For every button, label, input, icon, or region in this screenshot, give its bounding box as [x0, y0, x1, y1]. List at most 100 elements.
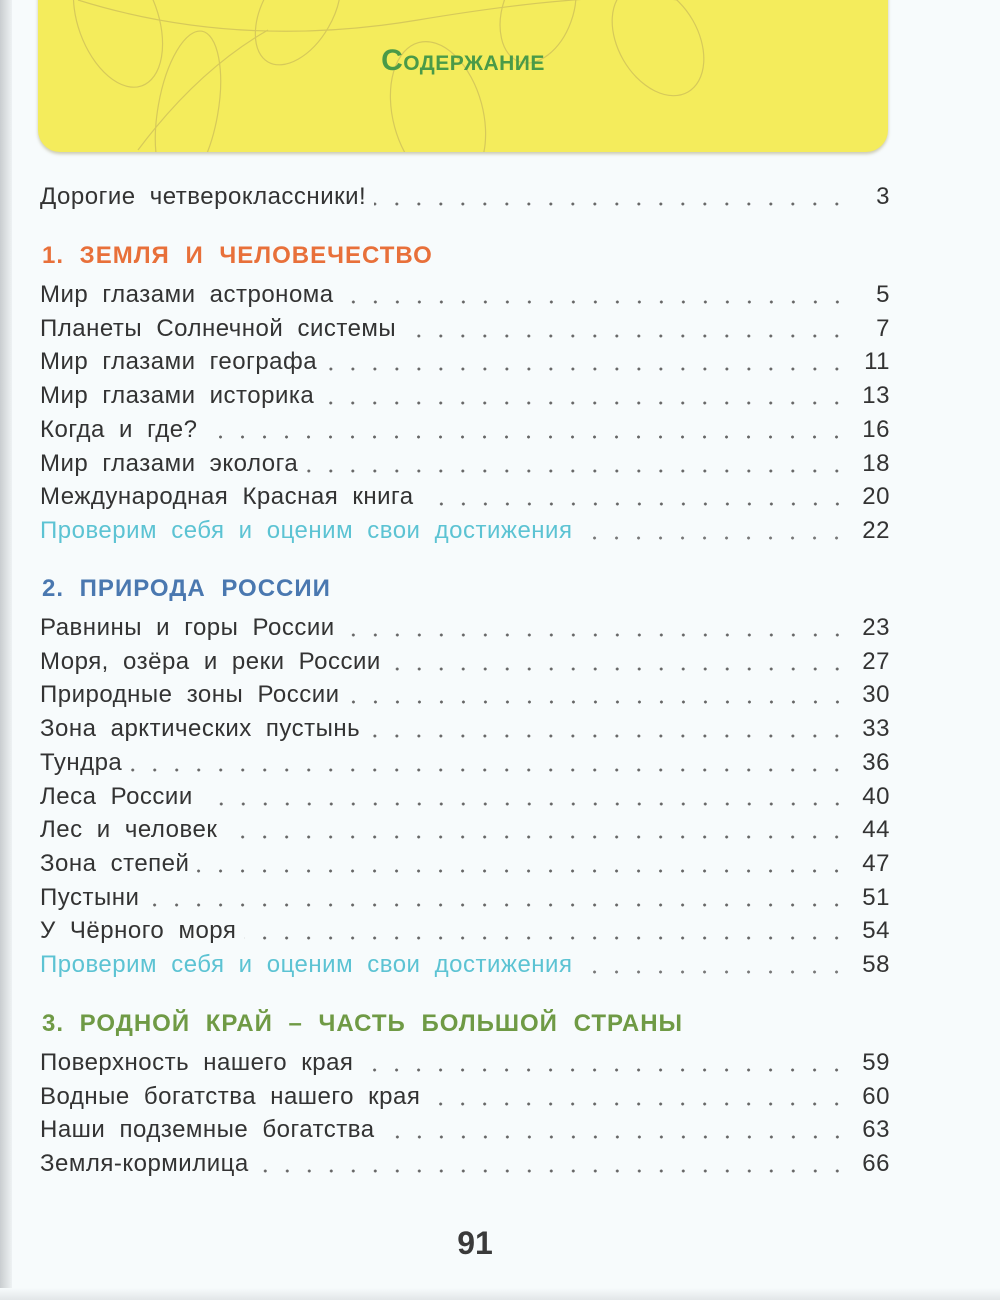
entry-page: 36	[862, 748, 890, 776]
entry-label: Когда и где?	[40, 415, 198, 443]
toc-entry[interactable]: Планеты Солнечной системы 7	[40, 315, 890, 345]
entry-page: 58	[862, 951, 890, 978]
toc-entry[interactable]: Наши подземные богатства 63	[40, 1116, 890, 1146]
entry-label: Мир глазами эколога	[40, 449, 299, 477]
entry-label: Мир глазами историка	[40, 382, 315, 410]
dot-leader	[388, 665, 848, 672]
entry-label: Лес и человек	[40, 816, 218, 844]
dot-leader	[580, 534, 848, 541]
toc-entry-self-check[interactable]: Проверим себя и оценим свои достижения 22	[40, 517, 890, 547]
dot-leader	[368, 733, 848, 740]
dot-leader	[205, 433, 848, 440]
entry-page: 59	[862, 1049, 890, 1076]
section-heading[interactable]: 2. ПРИРОДА РОССИИ	[42, 575, 331, 602]
dot-leader	[580, 969, 848, 975]
dot-leader	[341, 299, 848, 305]
entry-page: 3	[876, 183, 890, 210]
dot-leader	[306, 467, 848, 474]
dot-leader	[130, 766, 848, 773]
entry-label: Мир глазами географа	[40, 348, 318, 376]
entry-label: У Чёрного моря	[40, 917, 237, 945]
entry-label: Проверим себя и оценим свои достижения	[40, 516, 573, 544]
toc-entry[interactable]: Зона арктических пустынь 33	[40, 715, 890, 745]
toc-entry[interactable]: Лес и человек 44	[40, 816, 890, 846]
toc-entry[interactable]: Международная Красная книга 20	[40, 483, 890, 513]
entry-page: 54	[862, 917, 890, 945]
entry-page: 27	[862, 647, 890, 675]
entry-label: Моря, озёра и реки России	[40, 647, 381, 675]
entry-page: 22	[862, 516, 890, 544]
entry-label: Зона арктических пустынь	[40, 715, 361, 743]
dot-leader	[361, 1067, 848, 1073]
dot-leader	[325, 366, 848, 373]
entry-page: 11	[864, 348, 890, 376]
entry-label: Мир глазами астронома	[40, 281, 334, 308]
entry-page: 18	[862, 449, 890, 477]
dot-leader	[382, 1134, 848, 1141]
entry-label: Зона степей	[40, 849, 190, 877]
entry-page: 40	[862, 782, 890, 810]
entry-label: Поверхность нашего края	[40, 1049, 354, 1076]
entry-page: 47	[862, 849, 890, 877]
entry-page: 66	[862, 1150, 890, 1178]
toc-entry-intro[interactable]: Дорогие четвероклассники! 3	[40, 183, 890, 213]
entry-label: Леса России	[40, 782, 193, 810]
toc-entry[interactable]: Зона степей 47	[40, 850, 890, 880]
entry-page: 33	[862, 715, 890, 743]
toc-entry[interactable]: Природные зоны России 30	[40, 681, 890, 711]
entry-page: 13	[862, 382, 890, 410]
entry-label: Природные зоны России	[40, 681, 340, 709]
entry-page: 63	[862, 1116, 890, 1144]
entry-page: 7	[876, 314, 890, 342]
dot-leader	[147, 901, 848, 908]
entry-label: Земля-кормилица	[40, 1150, 249, 1178]
toc-entry[interactable]: У Чёрного моря 54	[40, 917, 890, 947]
toc-entry[interactable]: Моря, озёра и реки России 27	[40, 648, 890, 678]
toc-entry[interactable]: Леса России 40	[40, 783, 890, 813]
toc-entry[interactable]: Земля-кормилица 66	[40, 1150, 890, 1180]
section-heading[interactable]: 1. ЗЕМЛЯ И ЧЕЛОВЕЧЕСТВО	[42, 242, 433, 269]
page-binding-edge	[0, 0, 12, 1300]
toc-entry-self-check[interactable]: Проверим себя и оценим свои достижения 58	[40, 951, 890, 981]
toc-entry[interactable]: Тундра 36	[40, 749, 890, 779]
toc-entry[interactable]: Равнины и горы России 23	[40, 614, 890, 644]
section-heading[interactable]: 3. РОДНОЙ КРАЙ – ЧАСТЬ БОЛЬШОЙ СТРАНЫ	[42, 1010, 684, 1037]
toc-entry[interactable]: Мир глазами географа 11	[40, 348, 890, 378]
dot-leader	[421, 501, 848, 508]
toc-entry[interactable]: Мир глазами эколога 18	[40, 450, 890, 480]
entry-page: 5	[876, 281, 890, 308]
toc-entry[interactable]: Мир глазами астронома 5	[40, 281, 890, 311]
toc-entry[interactable]: Пустыни 51	[40, 884, 890, 914]
entry-label: Дорогие четвероклассники!	[40, 183, 367, 210]
dot-leader	[404, 332, 848, 339]
title-banner: Содержание	[38, 0, 888, 152]
entry-page: 16	[862, 415, 890, 443]
dot-leader	[200, 800, 848, 807]
toc-entry[interactable]: Поверхность нашего края 59	[40, 1049, 890, 1079]
dot-leader	[244, 935, 848, 942]
page-number: 91	[457, 1225, 493, 1261]
page-bottom-edge	[0, 1288, 1000, 1300]
toc-entry[interactable]: Когда и где? 16	[40, 416, 890, 446]
dot-leader	[322, 400, 848, 407]
entry-label: Пустыни	[40, 883, 140, 911]
entry-page: 51	[862, 883, 890, 911]
entry-label: Тундра	[40, 748, 123, 776]
leaf-pattern-decoration	[72, 0, 705, 152]
entry-page: 20	[862, 483, 890, 511]
entry-page: 23	[862, 614, 890, 641]
toc-entry[interactable]: Водные богатства нашего края 60	[40, 1083, 890, 1113]
toc-entry[interactable]: Мир глазами историка 13	[40, 382, 890, 412]
dot-leader	[374, 201, 848, 207]
dot-leader	[342, 632, 848, 638]
dot-leader	[428, 1100, 848, 1107]
dot-leader	[197, 867, 848, 874]
entry-label: Международная Красная книга	[40, 483, 414, 511]
entry-label: Равнины и горы России	[40, 614, 335, 641]
entry-page: 30	[862, 681, 890, 709]
entry-page: 60	[862, 1082, 890, 1110]
entry-label: Проверим себя и оценим свои достижения	[40, 951, 573, 978]
entry-label: Планеты Солнечной системы	[40, 314, 397, 342]
entry-page: 44	[862, 816, 890, 844]
dot-leader	[256, 1168, 848, 1175]
